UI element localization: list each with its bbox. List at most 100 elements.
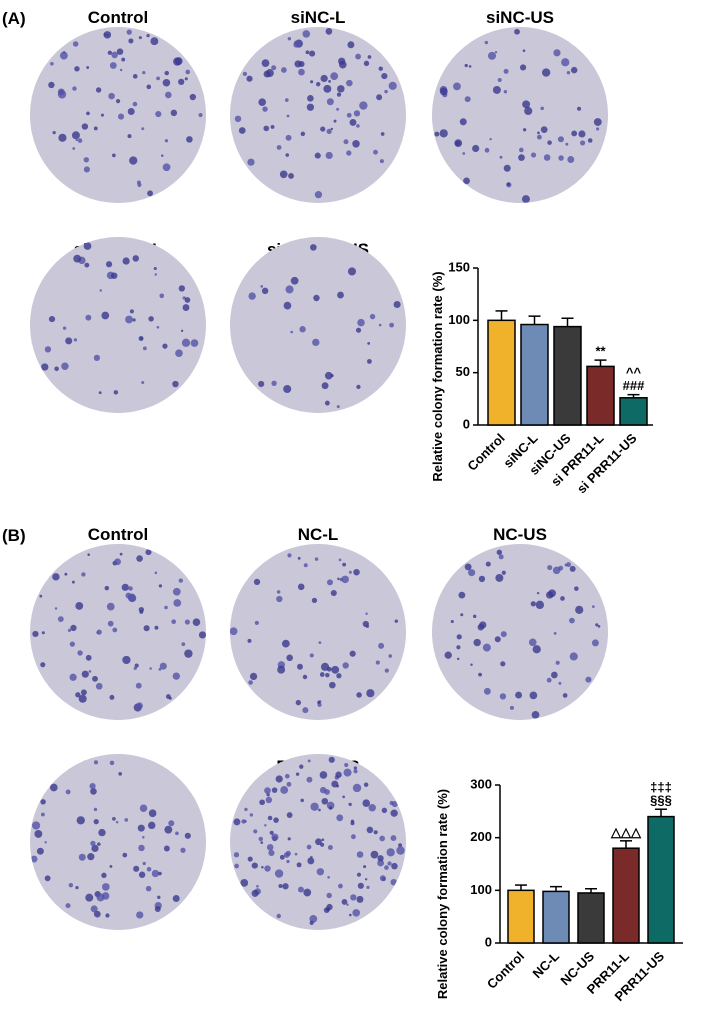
dish-photo — [30, 27, 206, 203]
colony — [32, 630, 39, 638]
colony — [389, 800, 394, 806]
colony — [577, 106, 582, 111]
colony — [58, 133, 67, 142]
colony — [161, 154, 164, 157]
colony — [569, 565, 576, 572]
colony — [460, 613, 464, 617]
significance-mark: ‡‡‡ — [650, 780, 672, 795]
colony — [164, 70, 170, 76]
colony — [270, 124, 275, 129]
colony — [596, 127, 600, 131]
colony — [44, 841, 47, 844]
colony — [478, 575, 486, 583]
colony — [362, 620, 369, 628]
colony — [111, 51, 118, 59]
colony — [314, 557, 319, 561]
colony — [464, 563, 472, 571]
colony — [346, 150, 352, 156]
colony — [578, 130, 586, 138]
colony — [155, 110, 162, 118]
colony — [337, 291, 344, 299]
colony — [283, 384, 292, 394]
colony — [342, 795, 345, 799]
colony — [530, 601, 536, 607]
dish — [432, 544, 608, 720]
colony — [487, 51, 497, 60]
colony — [125, 315, 133, 324]
colony — [98, 391, 102, 395]
colony — [353, 766, 357, 770]
colony — [307, 759, 311, 763]
colony — [546, 591, 554, 599]
colony — [41, 363, 49, 371]
colony — [342, 562, 347, 567]
colony — [359, 101, 368, 110]
colony — [260, 285, 264, 288]
colony — [133, 865, 140, 872]
colony — [587, 138, 593, 143]
colony — [306, 103, 315, 111]
colony — [39, 594, 43, 598]
dish-photo — [432, 27, 608, 203]
colony — [154, 273, 157, 276]
colony — [484, 147, 490, 153]
colony — [316, 868, 325, 876]
colony — [52, 573, 60, 581]
colony — [396, 846, 405, 855]
colony — [494, 50, 498, 54]
significance-mark: ** — [595, 344, 606, 359]
colony — [296, 862, 302, 868]
colony — [54, 366, 59, 372]
colony — [348, 802, 352, 807]
colony — [318, 808, 321, 812]
colony — [353, 568, 360, 576]
dish-photo — [30, 237, 206, 413]
colony — [148, 316, 154, 322]
y-tick-label: 100 — [470, 882, 492, 897]
colony — [109, 62, 117, 69]
colony — [266, 844, 274, 851]
colony — [319, 786, 327, 794]
colony — [367, 342, 371, 345]
colony — [159, 662, 167, 670]
colony — [44, 875, 51, 882]
colony — [522, 128, 527, 132]
colony — [141, 381, 145, 385]
colony — [307, 857, 315, 865]
colony — [450, 619, 454, 624]
colony — [285, 850, 291, 857]
colony — [264, 865, 271, 872]
colony — [81, 572, 86, 577]
colony — [129, 309, 134, 314]
colony — [571, 130, 578, 137]
colony — [336, 92, 342, 97]
colony — [323, 84, 332, 93]
colony — [299, 764, 304, 769]
colony — [86, 66, 90, 69]
bar — [647, 815, 675, 944]
colony — [363, 60, 370, 67]
colony — [540, 106, 544, 111]
colony — [319, 672, 325, 677]
colony — [503, 164, 511, 172]
colony — [370, 850, 379, 859]
colony — [85, 893, 94, 902]
colony — [368, 803, 376, 812]
colony — [592, 605, 595, 608]
colony — [141, 127, 145, 131]
colony — [95, 87, 102, 93]
colony — [48, 81, 55, 89]
colony — [387, 861, 392, 866]
dish-title: siNC-L — [291, 8, 346, 27]
colony — [566, 562, 572, 567]
colony — [132, 255, 140, 262]
y-tick-label: 0 — [463, 416, 470, 431]
colony — [509, 705, 514, 710]
colony — [106, 602, 115, 611]
colony — [321, 382, 329, 390]
colony — [105, 261, 113, 268]
colony — [107, 620, 114, 627]
colony — [347, 267, 357, 276]
colony — [180, 847, 186, 853]
colony — [184, 832, 191, 839]
